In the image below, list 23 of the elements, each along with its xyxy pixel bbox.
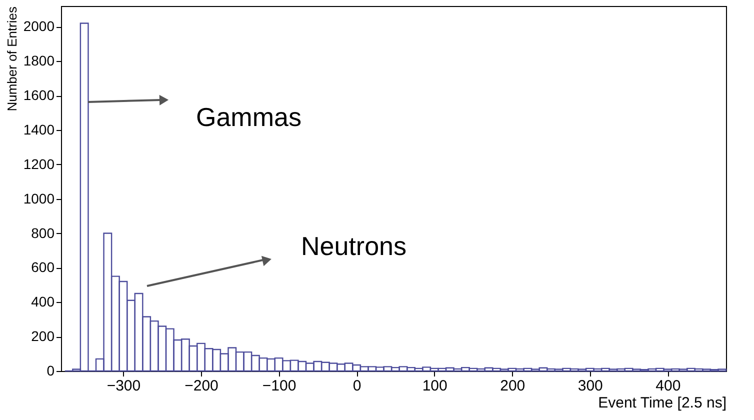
y-tick-label: 1200 bbox=[23, 156, 55, 172]
x-tick-label: −100 bbox=[262, 378, 296, 394]
x-tick-label: 200 bbox=[500, 378, 526, 394]
y-tick-label: 400 bbox=[31, 294, 55, 310]
x-tick-label: −300 bbox=[106, 378, 141, 394]
annotation: Neutrons bbox=[301, 231, 406, 261]
y-tick-label: 1000 bbox=[23, 190, 55, 206]
y-tick-label: 1800 bbox=[23, 52, 55, 69]
y-tick-label: 600 bbox=[31, 259, 55, 276]
x-tick-label: 100 bbox=[422, 378, 448, 394]
y-tick-label: 200 bbox=[31, 328, 55, 344]
x-tick-label: 0 bbox=[352, 378, 362, 394]
y-tick-label: 0 bbox=[46, 362, 55, 378]
y-tick-label: 1400 bbox=[23, 121, 55, 138]
y-tick-label: 2000 bbox=[23, 18, 55, 34]
x-tick-label: 300 bbox=[578, 378, 603, 394]
x-axis-title: Event Time [2.5 ns] bbox=[598, 394, 726, 412]
y-tick-label: 800 bbox=[31, 224, 55, 241]
x-tick-label: −200 bbox=[184, 378, 218, 394]
y-axis-title: Number of Entries bbox=[4, 6, 20, 112]
annotation: Gammas bbox=[196, 102, 302, 132]
x-tick-label: 400 bbox=[656, 378, 681, 394]
y-tick-label: 1600 bbox=[23, 87, 55, 104]
